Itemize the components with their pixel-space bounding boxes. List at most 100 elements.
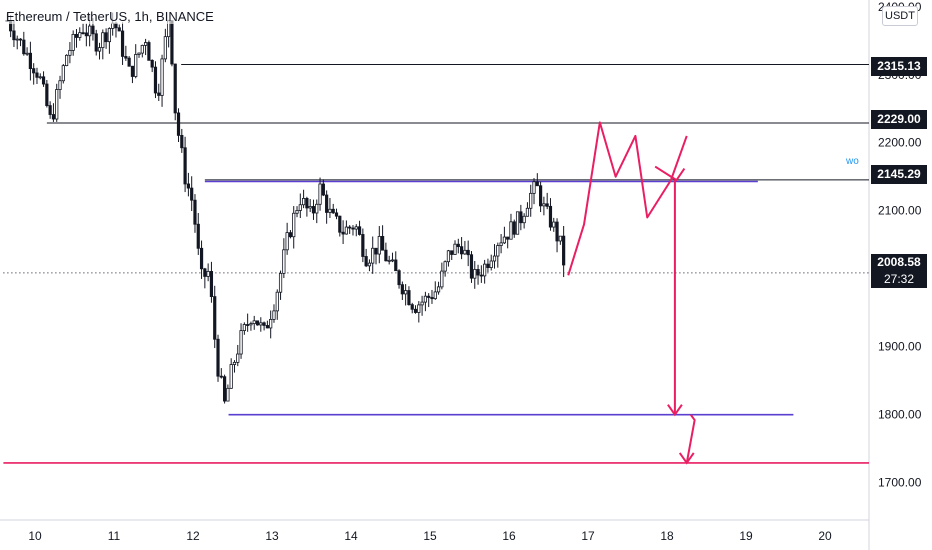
candle-body [157, 92, 161, 96]
candle-body [249, 323, 253, 326]
candle-body [397, 270, 401, 286]
candle-body [311, 206, 316, 214]
candle-body [305, 197, 309, 209]
candle-body [28, 52, 32, 70]
projection-path [567, 121, 688, 276]
candle-body [278, 272, 283, 293]
y-tick-label: 1800.00 [878, 408, 922, 422]
candle-body [272, 310, 276, 320]
candle-body [377, 236, 381, 255]
candle-body [259, 322, 263, 326]
candle-body [529, 192, 533, 209]
candle-body [130, 65, 135, 77]
candle-body [301, 197, 306, 206]
candle-body [262, 322, 266, 326]
projection-arrow-down-2-head [678, 452, 695, 465]
candle-body [456, 243, 460, 248]
candle-body [380, 236, 385, 251]
candle-body [525, 207, 530, 217]
candle-body [78, 32, 82, 38]
candle-body [216, 338, 220, 377]
candle-body [361, 234, 365, 257]
level-label-2229: 2229.00 [871, 110, 927, 129]
candle-body [420, 301, 424, 306]
candle-body [315, 203, 319, 214]
x-tick-label: 10 [28, 529, 42, 543]
x-tick-label: 18 [660, 529, 674, 543]
candle-body [229, 364, 233, 389]
projection-arrow-down-head [667, 404, 683, 417]
candle-body [417, 304, 421, 313]
x-tick-label: 19 [739, 529, 753, 543]
candle-body [163, 36, 167, 60]
candle-body [522, 215, 526, 224]
candle-body [479, 274, 483, 277]
candle-body [206, 271, 210, 277]
candle-body [38, 76, 42, 79]
symbol-title: Ethereum / TetherUS, 1h, BINANCE [6, 9, 214, 24]
candle-body [117, 27, 121, 32]
candle-body [58, 80, 62, 90]
candle-body [246, 324, 250, 326]
candle-body [186, 183, 190, 189]
candle-body [153, 66, 158, 94]
candle-body [282, 249, 286, 274]
candle-body [15, 38, 19, 41]
candle-body [55, 89, 59, 120]
currency-button[interactable]: USDT [882, 6, 918, 26]
candle-body [331, 208, 335, 214]
candle-body [443, 261, 447, 272]
candle-body [430, 297, 434, 300]
x-tick-label: 20 [818, 529, 832, 543]
candle-body [555, 221, 559, 242]
candle-body [226, 387, 230, 402]
candle-body [515, 211, 520, 235]
candle-body [134, 54, 138, 77]
level-label-2315: 2315.13 [871, 57, 927, 76]
candle-body [387, 259, 391, 262]
candle-body [199, 247, 204, 270]
candle-body [453, 243, 457, 255]
candle-body [298, 204, 302, 211]
candle-body [558, 235, 562, 242]
candle-body [176, 112, 181, 136]
candle-body [12, 30, 16, 41]
x-tick-label: 14 [344, 529, 358, 543]
candle-body [328, 208, 332, 213]
candle-body [308, 206, 312, 209]
y-tick-label: 2100.00 [878, 204, 922, 218]
candle-body [459, 246, 464, 255]
candle-body [147, 42, 151, 61]
candle-body [367, 262, 372, 267]
candle-body [269, 318, 273, 329]
candle-body [25, 52, 29, 55]
candle-body [107, 28, 111, 43]
candle-body [404, 290, 408, 295]
candle-body [364, 256, 368, 267]
candle-body [203, 268, 207, 277]
projection-arrow-head [654, 165, 686, 182]
x-tick-label: 16 [502, 529, 516, 543]
candle-body [91, 25, 95, 35]
candle-body [433, 291, 437, 300]
candle-body [292, 212, 296, 238]
candle-body [143, 42, 148, 46]
candle-body [539, 185, 543, 207]
candle-body [423, 295, 427, 303]
candle-body [68, 49, 72, 56]
candle-body [535, 181, 539, 187]
candle-body [32, 68, 36, 74]
candle-body [562, 235, 566, 266]
candle-body [469, 254, 474, 279]
candle-body [334, 212, 339, 217]
candle-body [354, 226, 358, 230]
candle-body [552, 221, 556, 228]
candle-body [288, 232, 293, 238]
x-tick-label: 15 [423, 529, 437, 543]
candle-body [357, 226, 362, 235]
candle-body [489, 260, 493, 268]
candle-body [183, 147, 187, 185]
candle-body [427, 295, 431, 298]
annotation-text: wo [846, 156, 859, 167]
